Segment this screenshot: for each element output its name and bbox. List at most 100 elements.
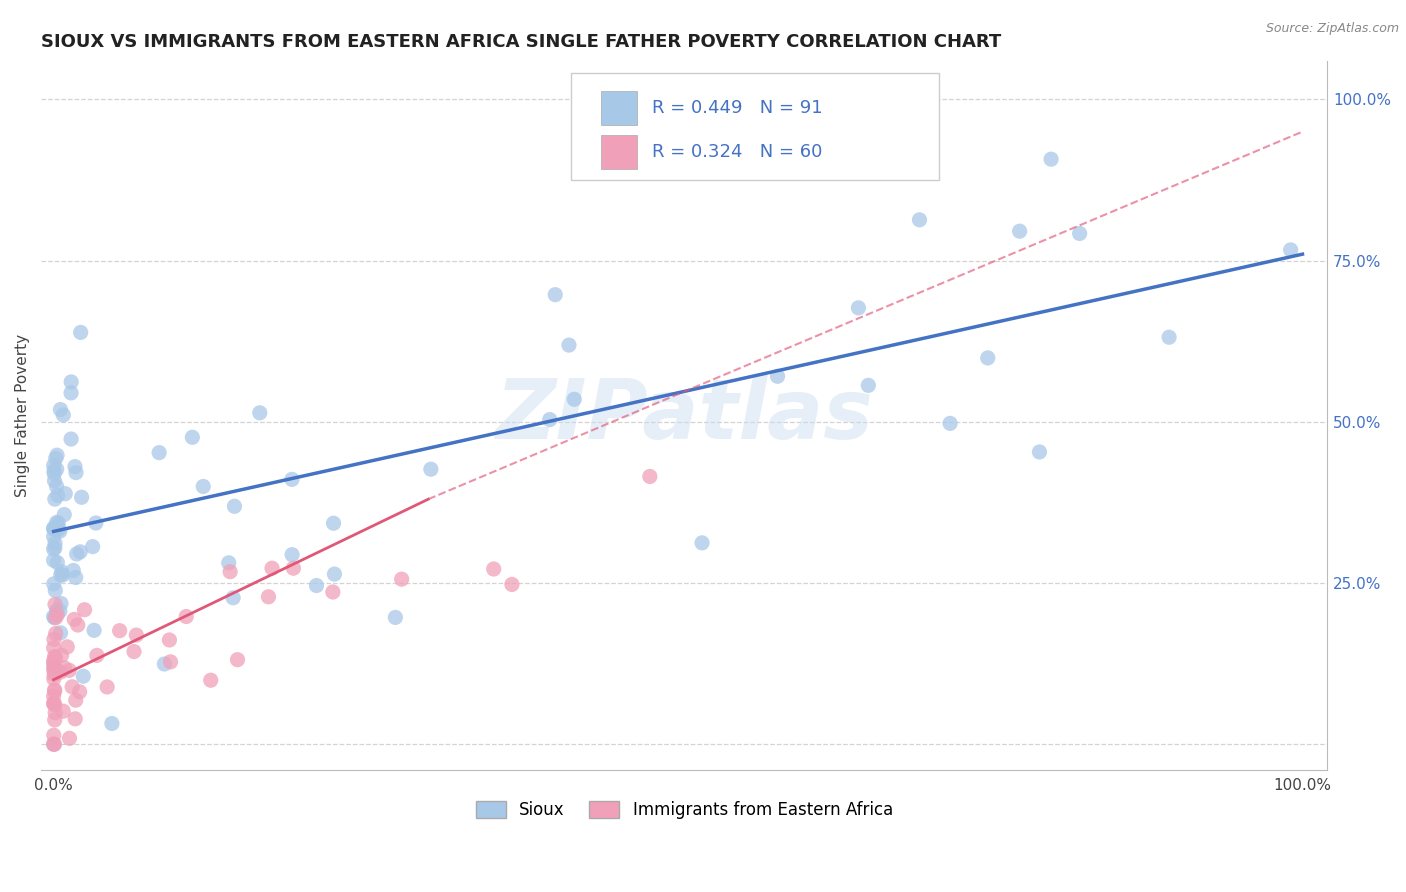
Point (82, 540, 104, 554)
Point (60, 432, 83, 446)
Point (42, 659, 65, 673)
Point (58, 731, 80, 746)
Point (558, 338, 581, 352)
Y-axis label: Single Father Poverty: Single Father Poverty (15, 334, 30, 497)
Point (42, 654, 65, 668)
Point (42, 689, 65, 703)
Point (42, 458, 65, 473)
Point (174, 609, 197, 624)
Point (305, 578, 328, 592)
Point (44, 536, 66, 550)
Point (44, 523, 66, 537)
Point (69, 685, 91, 699)
Point (58, 663, 80, 677)
Point (46, 607, 69, 622)
Point (44, 474, 66, 488)
Point (858, 378, 880, 392)
Point (51, 565, 73, 579)
Point (42, 553, 65, 567)
Point (42, 632, 65, 647)
Point (42, 656, 65, 670)
Point (249, 406, 271, 420)
Point (848, 301, 870, 315)
Point (260, 561, 283, 575)
Point (257, 590, 280, 604)
Point (45, 516, 67, 530)
Point (193, 479, 215, 493)
Text: SIOUX VS IMMIGRANTS FROM EASTERN AFRICA SINGLE FATHER POVERTY CORRELATION CHART: SIOUX VS IMMIGRANTS FROM EASTERN AFRICA … (41, 33, 1001, 51)
Point (42, 728, 65, 742)
Point (42, 609, 65, 624)
Point (281, 472, 304, 486)
Point (283, 561, 305, 575)
Point (66, 547, 89, 561)
Point (42, 577, 65, 591)
Point (63, 612, 86, 626)
Point (65, 693, 87, 707)
Point (65, 570, 87, 584)
Point (49, 597, 72, 611)
Point (482, 562, 505, 576)
Point (1279, 243, 1302, 257)
Point (322, 516, 344, 531)
Point (45, 626, 67, 640)
Point (1008, 224, 1031, 238)
Point (49, 625, 72, 640)
Text: ZIPatlas: ZIPatlas (495, 375, 873, 456)
Point (45, 662, 67, 676)
Point (226, 653, 249, 667)
Point (219, 565, 242, 579)
Point (70, 490, 93, 504)
Point (45, 479, 67, 493)
Point (72, 669, 94, 683)
Point (44, 649, 66, 664)
FancyBboxPatch shape (571, 73, 939, 180)
Point (281, 548, 304, 562)
Point (42, 697, 65, 711)
Point (562, 392, 585, 407)
Point (45, 610, 67, 624)
FancyBboxPatch shape (600, 91, 637, 125)
Point (86, 648, 108, 663)
Point (384, 610, 406, 624)
Point (44, 492, 66, 507)
Text: R = 0.449   N = 91: R = 0.449 N = 91 (652, 99, 823, 117)
Legend: Sioux, Immigrants from Eastern Africa: Sioux, Immigrants from Eastern Africa (468, 794, 900, 825)
Point (42, 640, 65, 655)
Point (73, 603, 96, 617)
Point (42, 541, 65, 556)
Point (157, 632, 180, 647)
Point (45, 462, 67, 476)
Point (42, 521, 65, 535)
Point (44, 541, 66, 555)
Point (53, 486, 76, 500)
Point (1069, 227, 1091, 241)
Point (62, 564, 84, 578)
Point (45, 603, 67, 617)
Point (44, 583, 66, 598)
Point (84, 516, 107, 530)
Point (42, 661, 65, 675)
Point (52, 567, 75, 582)
Point (159, 655, 181, 669)
Point (855, 132, 877, 146)
Point (44, 698, 66, 712)
Point (56, 640, 79, 654)
Point (42, 522, 65, 536)
Point (44, 467, 66, 481)
Point (538, 412, 561, 426)
Point (44, 667, 66, 681)
Point (63, 712, 86, 726)
Point (44, 706, 66, 720)
Point (45, 451, 67, 466)
Point (49, 402, 72, 417)
Point (52, 704, 75, 718)
Point (323, 567, 346, 582)
Point (638, 469, 661, 483)
Point (53, 508, 76, 522)
Point (46, 518, 69, 533)
Point (42, 737, 65, 751)
Point (45, 650, 67, 665)
Point (181, 430, 204, 444)
Point (52, 408, 75, 422)
